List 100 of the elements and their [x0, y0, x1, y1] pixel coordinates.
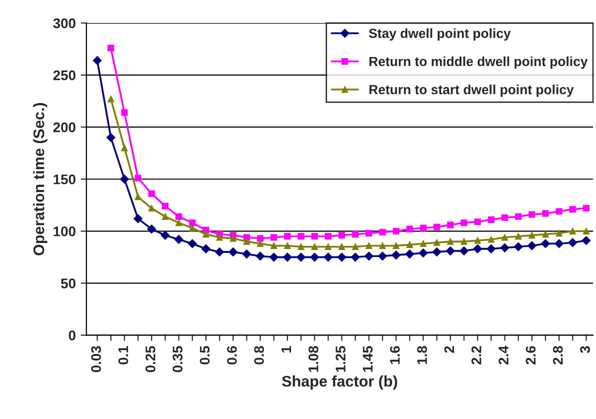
y-tick-label: 0: [68, 330, 76, 340]
y-tick-label: 300: [53, 18, 76, 28]
legend-label: Return to middle dwell point policy: [369, 56, 588, 69]
point: [582, 236, 591, 245]
point: [500, 243, 510, 252]
point: [542, 210, 549, 217]
point: [501, 234, 508, 241]
point: [270, 234, 278, 241]
point: [108, 44, 114, 52]
point: [366, 242, 372, 250]
point: [420, 224, 427, 232]
y-tick-label: 250: [53, 70, 76, 80]
x-tick-label: 2.8: [552, 346, 563, 364]
point: [215, 248, 224, 256]
point: [447, 222, 454, 228]
y-tick-label: 100: [54, 226, 76, 236]
point: [189, 220, 196, 226]
point: [202, 230, 210, 238]
y-axis-title: Operation time (Sec.): [33, 103, 48, 256]
point: [134, 174, 142, 182]
x-tick-label: 1.45: [362, 346, 373, 372]
x-tick-label: 2.2: [471, 346, 482, 364]
x-tick-label: 1.08: [308, 346, 318, 372]
point: [189, 224, 196, 232]
point: [569, 206, 576, 213]
point: [460, 220, 468, 226]
point: [582, 204, 590, 212]
point: [121, 109, 128, 116]
point: [541, 239, 550, 248]
x-tick-label: 0.03: [91, 346, 102, 372]
point: [284, 233, 291, 240]
point: [230, 235, 236, 242]
point: [528, 232, 536, 239]
point: [405, 250, 414, 258]
point: [201, 244, 210, 254]
x-tick-label: 0.8: [254, 346, 264, 364]
point: [447, 238, 454, 245]
point: [298, 233, 304, 240]
point: [106, 133, 116, 142]
point: [310, 252, 320, 262]
point: [366, 230, 372, 237]
point: [269, 252, 278, 262]
point: [582, 228, 590, 234]
point: [216, 234, 223, 241]
x-tick-label: 0.5: [200, 346, 210, 364]
point: [338, 243, 346, 250]
legend-label: Stay dwell point policy: [368, 28, 511, 41]
point: [406, 226, 413, 232]
point: [554, 239, 564, 248]
y-tick-label: 50: [60, 278, 76, 288]
point: [324, 233, 332, 240]
point: [162, 202, 168, 210]
point: [188, 239, 197, 248]
point: [446, 246, 455, 256]
point: [406, 241, 413, 248]
point: [392, 250, 401, 260]
point: [434, 239, 440, 246]
point: [175, 220, 182, 226]
point: [243, 238, 250, 245]
point: [121, 144, 128, 152]
point: [284, 242, 291, 250]
point: [420, 240, 427, 247]
point: [474, 237, 481, 244]
point: [108, 96, 114, 102]
legend-label: Return to start dwell point policy: [369, 84, 574, 97]
point: [460, 238, 468, 245]
point: [515, 233, 522, 240]
point: [92, 56, 102, 65]
point: [160, 230, 170, 240]
point: [418, 248, 428, 258]
x-tick-label: 2.4: [498, 346, 508, 364]
point: [392, 228, 400, 234]
point: [162, 213, 168, 220]
point: [256, 240, 264, 247]
x-tick-label: 0.35: [172, 346, 183, 372]
point: [486, 244, 496, 254]
point: [352, 230, 359, 238]
point: [528, 211, 536, 218]
point: [270, 242, 278, 250]
point: [514, 242, 523, 252]
point: [488, 216, 494, 223]
y-tick-label: 200: [53, 122, 76, 132]
point: [298, 243, 304, 250]
point: [324, 252, 333, 262]
point: [392, 242, 400, 250]
point: [488, 236, 494, 243]
point: [242, 250, 252, 258]
point: [473, 244, 482, 254]
x-tick-label: 1: [281, 346, 292, 352]
point: [379, 242, 386, 250]
y-tick-label: 150: [54, 174, 76, 184]
point: [556, 208, 562, 215]
point: [148, 204, 155, 212]
x-tick-label: 0.6: [226, 346, 237, 364]
point: [474, 218, 481, 226]
point: [296, 252, 306, 262]
point: [515, 213, 522, 220]
point: [350, 252, 360, 262]
point: [338, 232, 346, 239]
point: [337, 252, 346, 262]
